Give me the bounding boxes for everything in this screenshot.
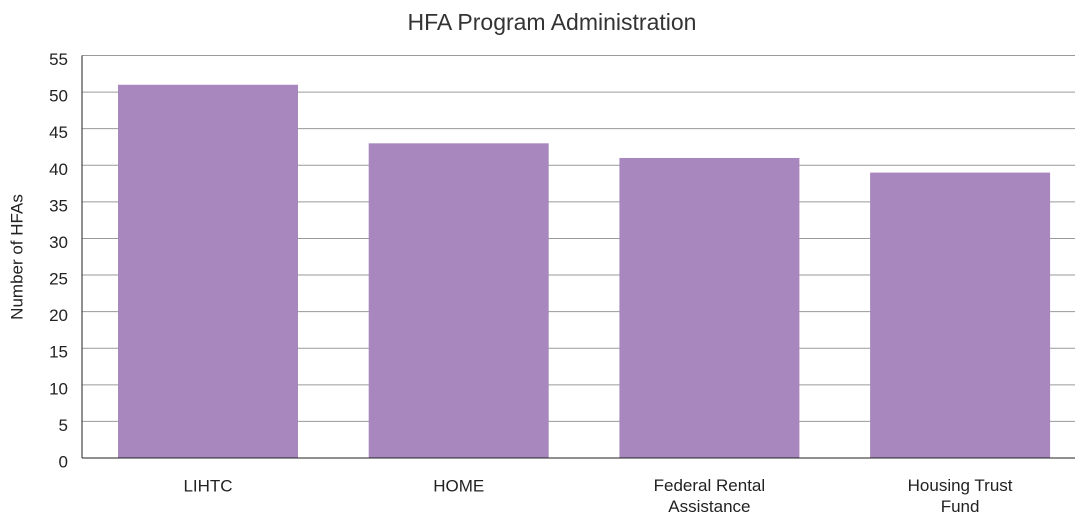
bar bbox=[118, 84, 298, 458]
bar bbox=[368, 143, 549, 458]
bar bbox=[619, 157, 800, 459]
bar bbox=[870, 172, 1051, 458]
y-tick-label: 0 bbox=[59, 452, 68, 471]
y-tick-label: 40 bbox=[49, 160, 68, 179]
x-tick-label: Federal Rental Assistance bbox=[654, 476, 766, 516]
y-tick-label: 5 bbox=[59, 416, 68, 435]
y-tick-label: 10 bbox=[49, 379, 68, 398]
x-tick-label: LIHTC bbox=[183, 476, 232, 495]
y-tick-label: 30 bbox=[49, 233, 68, 252]
y-tick-label: 55 bbox=[49, 50, 68, 69]
y-tick-label: 15 bbox=[49, 343, 68, 362]
y-tick-label: 35 bbox=[49, 196, 68, 215]
y-tick-label: 20 bbox=[49, 306, 68, 325]
y-tick-label: 45 bbox=[49, 123, 68, 142]
y-tick-label: 50 bbox=[49, 87, 68, 106]
y-axis-label: Number of HFAs bbox=[7, 194, 26, 320]
chart-title: HFA Program Administration bbox=[408, 9, 697, 35]
x-tick-label: HOME bbox=[433, 476, 484, 495]
y-tick-label: 25 bbox=[49, 270, 68, 289]
x-tick-label: Housing Trust Fund bbox=[908, 476, 1013, 516]
